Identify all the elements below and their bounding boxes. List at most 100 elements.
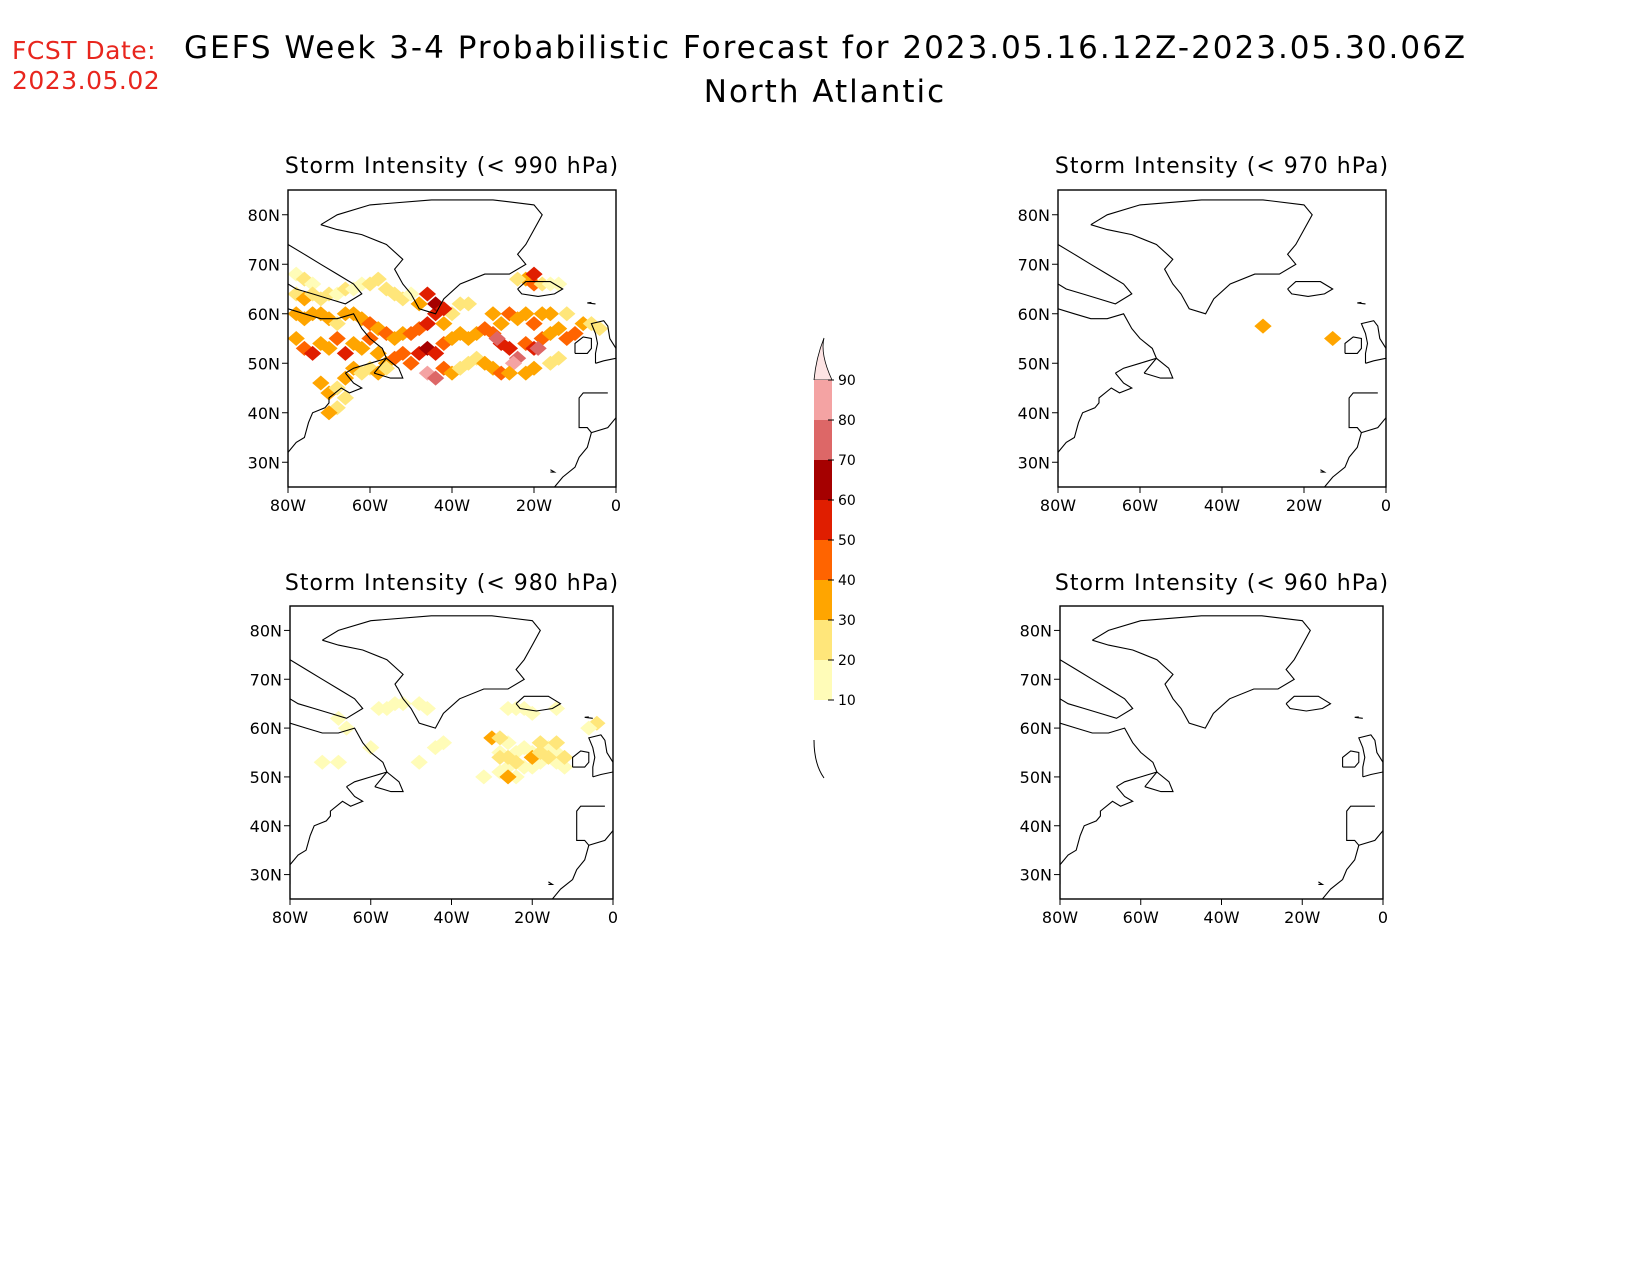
lon-label: 60W: [353, 908, 389, 927]
main-subtitle: North Atlantic: [703, 74, 947, 110]
coastline: [1320, 469, 1327, 473]
lon-label: 0: [1381, 496, 1391, 515]
map-panel: Storm Intensity (< 980 hPa) 80N 70N 60N 50N 4…: [250, 571, 618, 927]
coastline: [551, 845, 590, 899]
lon-label: 0: [611, 496, 621, 515]
probability-cell: [303, 345, 322, 361]
colorbar-top-cap: [813, 337, 833, 381]
probability-cell: [539, 749, 558, 765]
probability-cell: [434, 735, 453, 751]
lat-label: 30N: [248, 453, 280, 472]
panel-title: Storm Intensity (< 960 hPa): [1055, 571, 1389, 596]
colorbar-segment: [814, 540, 832, 580]
coastline: [576, 805, 613, 846]
lat-label: 40N: [250, 817, 282, 836]
coastline: [587, 301, 596, 305]
lon-label: 60W: [352, 496, 388, 515]
coastline: [1144, 771, 1174, 793]
probability-cell: [549, 321, 568, 337]
probability-cell: [418, 286, 437, 302]
probability-cell: [488, 331, 506, 346]
coastline: [374, 771, 404, 793]
coastline: [290, 659, 364, 719]
lon-label: 20W: [1286, 496, 1322, 515]
lat-label: 70N: [248, 255, 280, 274]
probability-cell: [507, 754, 525, 770]
probability-cell: [558, 306, 576, 322]
coastline: [554, 432, 592, 487]
probability-cell: [1324, 331, 1342, 346]
probability-cell: [336, 390, 355, 406]
lon-label: 80W: [1040, 496, 1076, 515]
coastline: [1360, 320, 1386, 364]
coastline: [1092, 615, 1311, 729]
coastline: [1354, 716, 1363, 719]
colorbar-segment: [814, 660, 832, 700]
coastline: [572, 750, 590, 768]
coastline: [1321, 845, 1360, 899]
colorbar-segment: [814, 620, 832, 660]
probability-cell: [370, 701, 388, 717]
probability-cell: [288, 331, 305, 346]
coastline: [290, 722, 388, 788]
lon-label: 0: [608, 908, 618, 927]
probability-cell: [362, 740, 380, 756]
coastline: [1346, 805, 1383, 846]
lon-label: 80W: [1042, 908, 1078, 927]
lat-label: 70N: [1020, 670, 1052, 689]
lon-label: 40W: [433, 908, 469, 927]
lat-label: 50N: [1020, 768, 1052, 787]
colorbar-label: 50: [838, 533, 856, 549]
colorbar-bottom-cap: [813, 739, 825, 779]
colorbar-label: 10: [838, 693, 856, 709]
probability-cell: [555, 749, 574, 765]
colorbar-segment: [814, 420, 832, 460]
probability-cell: [313, 754, 331, 770]
probability-cell: [394, 345, 412, 361]
fcst-date-value: 2023.05.02: [12, 66, 161, 95]
probability-cell: [303, 276, 322, 292]
probability-cell: [410, 754, 428, 770]
probability-cell: [288, 286, 305, 302]
coastline: [1342, 750, 1360, 768]
probability-cell: [377, 360, 396, 376]
coastlines: [1058, 199, 1386, 487]
coastline: [588, 734, 613, 778]
map-panel: Storm Intensity (< 960 hPa) 80N 70N 60N 50N 4…: [1020, 571, 1389, 927]
coastlines: [288, 199, 616, 487]
coastline: [1060, 659, 1134, 719]
colorbar-segment: [814, 580, 832, 620]
panel-title: Storm Intensity (< 990 hPa): [285, 154, 619, 179]
probability-cell: [499, 749, 517, 765]
probability-cell: [336, 370, 355, 386]
coastline: [320, 199, 543, 315]
lat-label: 70N: [250, 670, 282, 689]
lat-label: 80N: [250, 621, 282, 640]
lon-label: 40W: [1204, 496, 1240, 515]
probability-cell: [500, 340, 519, 356]
lon-label: 20W: [514, 908, 550, 927]
lat-label: 80N: [1018, 206, 1050, 225]
lat-label: 30N: [1020, 866, 1052, 885]
lat-label: 80N: [1020, 621, 1052, 640]
coastline: [322, 615, 541, 729]
probability-cell: [547, 735, 566, 751]
probability-cell: [426, 370, 445, 386]
coastline: [1324, 432, 1362, 487]
probability-cell: [500, 365, 519, 381]
lon-label: 60W: [1122, 496, 1158, 515]
main-title: GEFS Week 3-4 Probabilistic Forecast for…: [184, 30, 1468, 66]
coastline: [515, 695, 562, 712]
lon-label: 40W: [434, 496, 470, 515]
lat-label: 60N: [1018, 305, 1050, 324]
lon-label: 40W: [1203, 908, 1239, 927]
colorbar-label: 40: [838, 573, 856, 589]
probability-cell: [484, 306, 502, 322]
probability-cell: [402, 355, 420, 371]
colorbar-label: 80: [838, 413, 856, 429]
probability-cell: [508, 271, 527, 287]
probability-field: [288, 266, 609, 421]
coastlines: [1060, 615, 1383, 899]
probability-cell: [549, 350, 568, 366]
lon-label: 20W: [516, 496, 552, 515]
